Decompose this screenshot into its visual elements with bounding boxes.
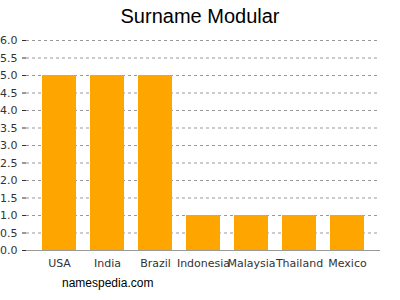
svg-text:USA: USA bbox=[48, 257, 71, 270]
svg-text:Indonesia: Indonesia bbox=[177, 257, 230, 270]
svg-text:2.0: 2.0 bbox=[0, 174, 18, 187]
svg-text:0.5: 0.5 bbox=[0, 227, 18, 240]
html-text:Surname Modular: Surname Modular bbox=[120, 5, 280, 27]
html-text:namespedia.com: namespedia.com bbox=[62, 276, 154, 290]
svg-text:Mexico: Mexico bbox=[328, 257, 367, 270]
svg-text:4.5: 4.5 bbox=[0, 87, 18, 100]
svg-text:Thailand: Thailand bbox=[275, 257, 323, 270]
svg-text:India: India bbox=[94, 257, 121, 270]
svg-text:0.0: 0.0 bbox=[0, 244, 18, 257]
svg-text:1.0: 1.0 bbox=[0, 209, 18, 222]
svg-text:3.0: 3.0 bbox=[0, 139, 18, 152]
svg-text:Malaysia: Malaysia bbox=[227, 257, 275, 270]
svg-text:4.0: 4.0 bbox=[0, 104, 18, 117]
svg-text:Brazil: Brazil bbox=[140, 257, 171, 270]
svg-text:2.5: 2.5 bbox=[0, 157, 18, 170]
svg-text:5.0: 5.0 bbox=[0, 69, 18, 82]
svg-text:3.5: 3.5 bbox=[0, 122, 18, 135]
svg-text:1.5: 1.5 bbox=[0, 192, 18, 205]
svg-text:5.5: 5.5 bbox=[0, 52, 18, 65]
svg-text:6.0: 6.0 bbox=[0, 34, 18, 47]
